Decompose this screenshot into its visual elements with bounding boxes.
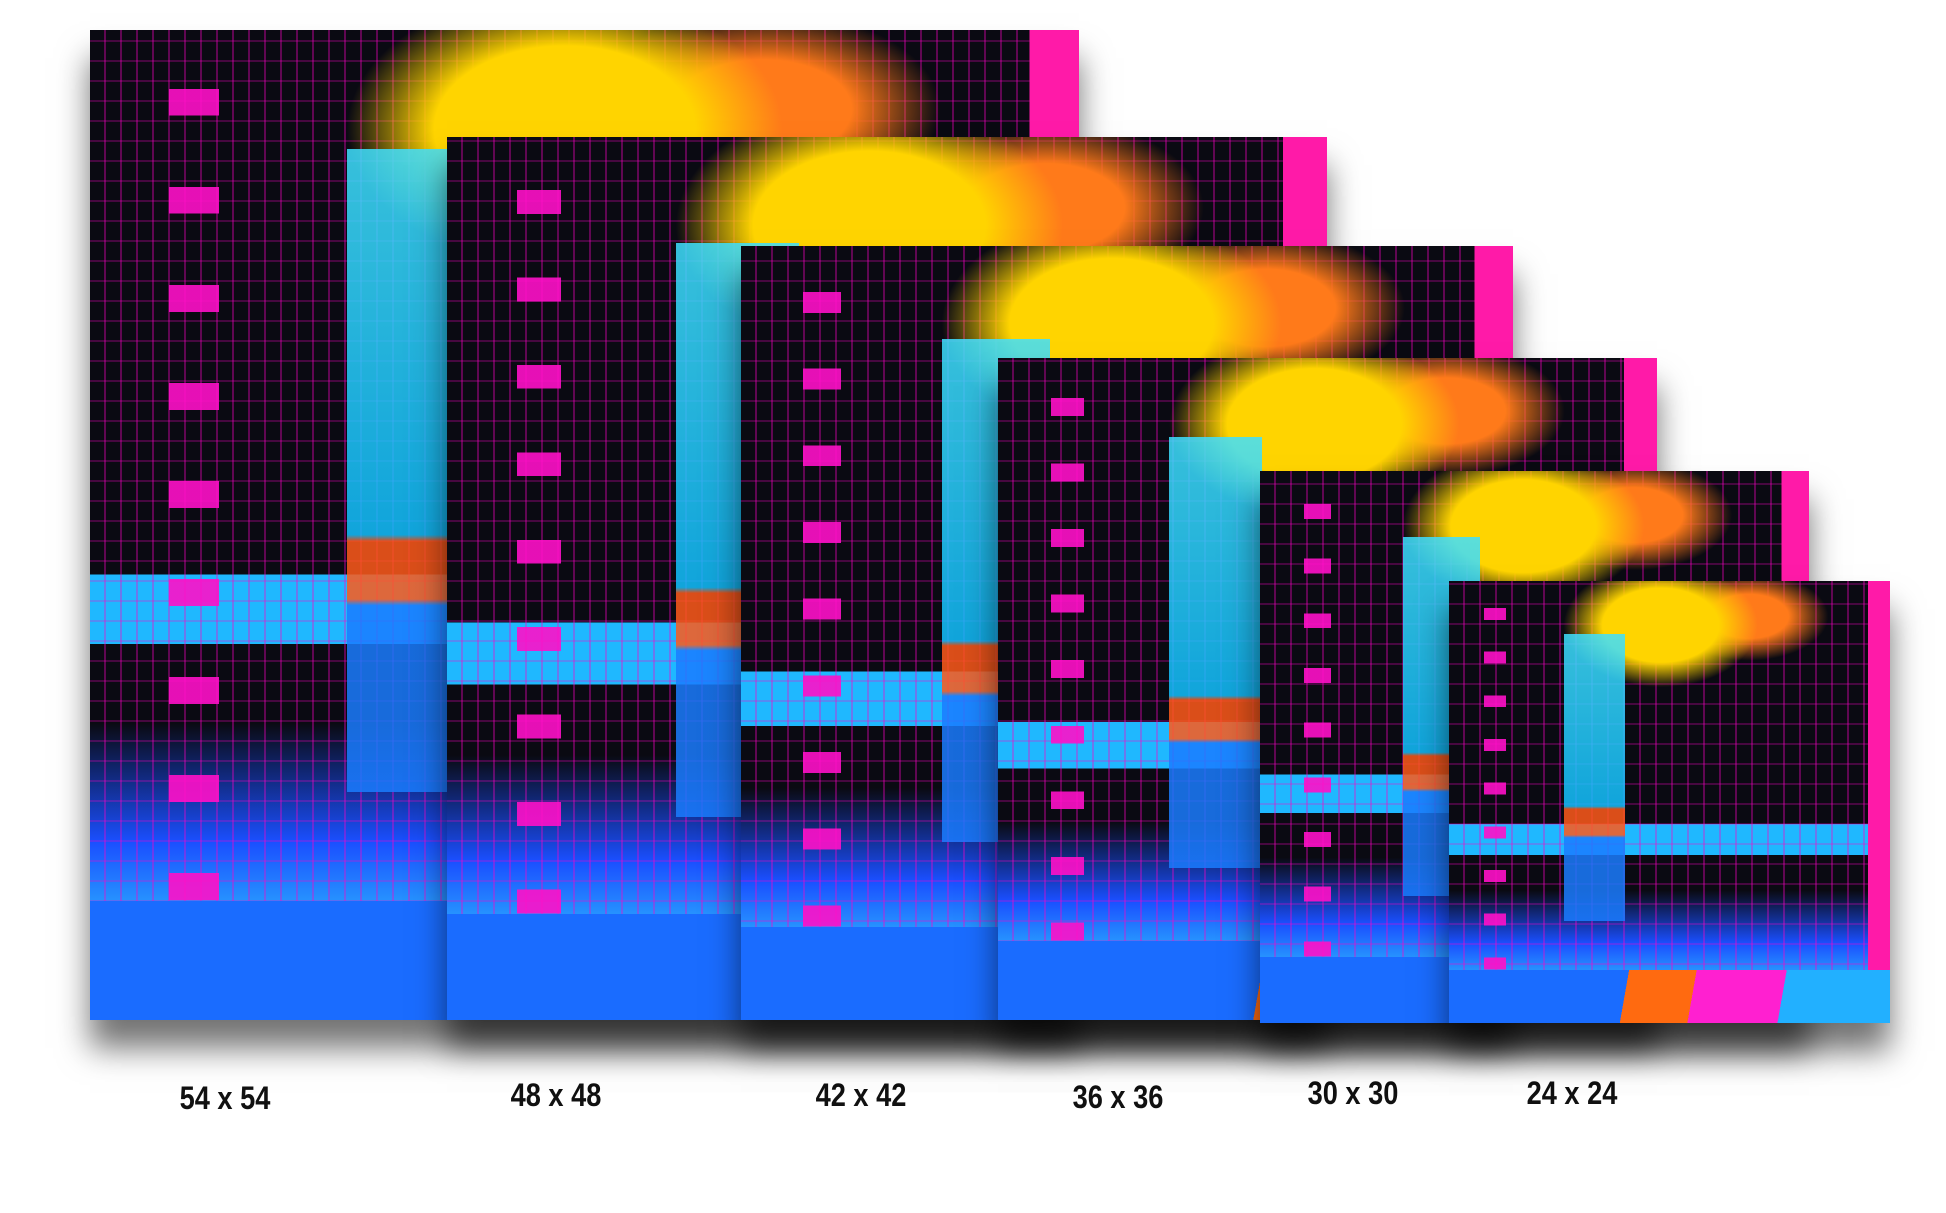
size-label-30: 30 x 30 <box>1307 1075 1399 1111</box>
canvas-print-24 <box>1449 581 1890 1023</box>
size-label-54: 54 x 54 <box>179 1080 271 1116</box>
size-label-36: 36 x 36 <box>1072 1079 1164 1115</box>
size-label-48: 48 x 48 <box>510 1077 602 1113</box>
size-label-42: 42 x 42 <box>815 1077 907 1113</box>
size-label-24: 24 x 24 <box>1526 1075 1618 1111</box>
